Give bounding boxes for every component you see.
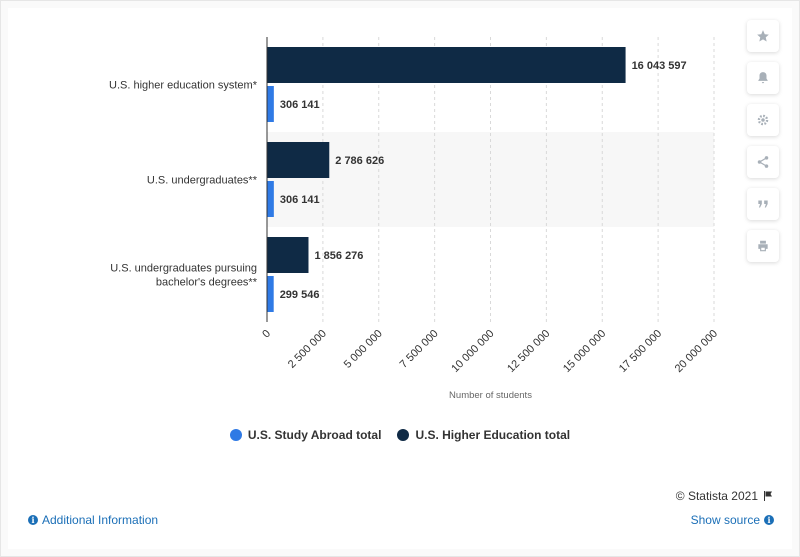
legend-label-study-abroad: U.S. Study Abroad total	[247, 428, 382, 442]
bar	[267, 142, 330, 178]
data-label: 16 043 597	[632, 60, 687, 72]
data-label: 299 546	[280, 289, 320, 301]
bar	[267, 237, 309, 273]
flag-icon[interactable]	[762, 490, 774, 502]
settings-button[interactable]	[747, 104, 779, 136]
x-axis-title: Number of students	[449, 390, 532, 401]
x-tick-label: 7 500 000	[398, 328, 441, 371]
x-tick-label: 10 000 000	[449, 328, 496, 375]
info-icon: i	[764, 515, 774, 525]
category-label: U.S. higher education system*	[109, 80, 258, 92]
data-label: 2 786 626	[335, 155, 384, 167]
x-tick-label: 12 500 000	[505, 328, 552, 375]
legend-marker-higher-education	[397, 429, 410, 441]
sidebar-toolbar	[747, 20, 779, 262]
legend-marker-study-abroad	[229, 429, 242, 441]
info-icon: i	[28, 515, 38, 525]
gear-icon	[757, 114, 769, 126]
bell-icon	[758, 72, 768, 84]
category-label: U.S. undergraduates pursuing	[110, 263, 257, 275]
category-label: U.S. undergraduates**	[147, 175, 258, 187]
favorite-button[interactable]	[747, 20, 779, 52]
quote-icon	[758, 200, 768, 208]
copyright-text: © Statista 2021	[675, 489, 758, 503]
bar	[267, 276, 274, 312]
share-button[interactable]	[747, 146, 779, 178]
bar	[267, 181, 274, 217]
star-icon	[757, 30, 769, 42]
show-source-link[interactable]: Show source i	[691, 513, 774, 527]
bar	[267, 86, 274, 122]
legend-label-higher-education: U.S. Higher Education total	[415, 428, 571, 442]
category-label: bachelor's degrees**	[156, 277, 258, 289]
data-label: 306 141	[280, 194, 320, 206]
cite-button[interactable]	[747, 188, 779, 220]
share-icon	[757, 156, 769, 168]
additional-information-link[interactable]: i Additional Information	[28, 513, 158, 527]
print-icon	[758, 240, 768, 252]
x-tick-label: 5 000 000	[342, 328, 385, 371]
legend-item-higher-education[interactable]: U.S. Higher Education total	[397, 428, 570, 442]
show-source-label: Show source	[690, 513, 760, 527]
data-label: 1 856 276	[314, 250, 363, 262]
x-tick-label: 20 000 000	[673, 328, 720, 375]
x-tick-label: 15 000 000	[561, 328, 608, 375]
x-tick-label: 0	[260, 328, 273, 341]
print-button[interactable]	[747, 230, 779, 262]
additional-information-label: Additional Information	[42, 513, 159, 527]
x-tick-label: 2 500 000	[286, 328, 329, 371]
legend-item-study-abroad[interactable]: U.S. Study Abroad total	[229, 428, 382, 442]
x-tick-label: 17 500 000	[617, 328, 664, 375]
chart-panel	[8, 8, 792, 549]
bar	[267, 47, 626, 83]
data-label: 306 141	[280, 99, 320, 111]
chart-legend: U.S. Study Abroad total U.S. Higher Educ…	[0, 428, 800, 442]
notification-button[interactable]	[747, 62, 779, 94]
copyright-notice: © Statista 2021	[676, 489, 774, 503]
